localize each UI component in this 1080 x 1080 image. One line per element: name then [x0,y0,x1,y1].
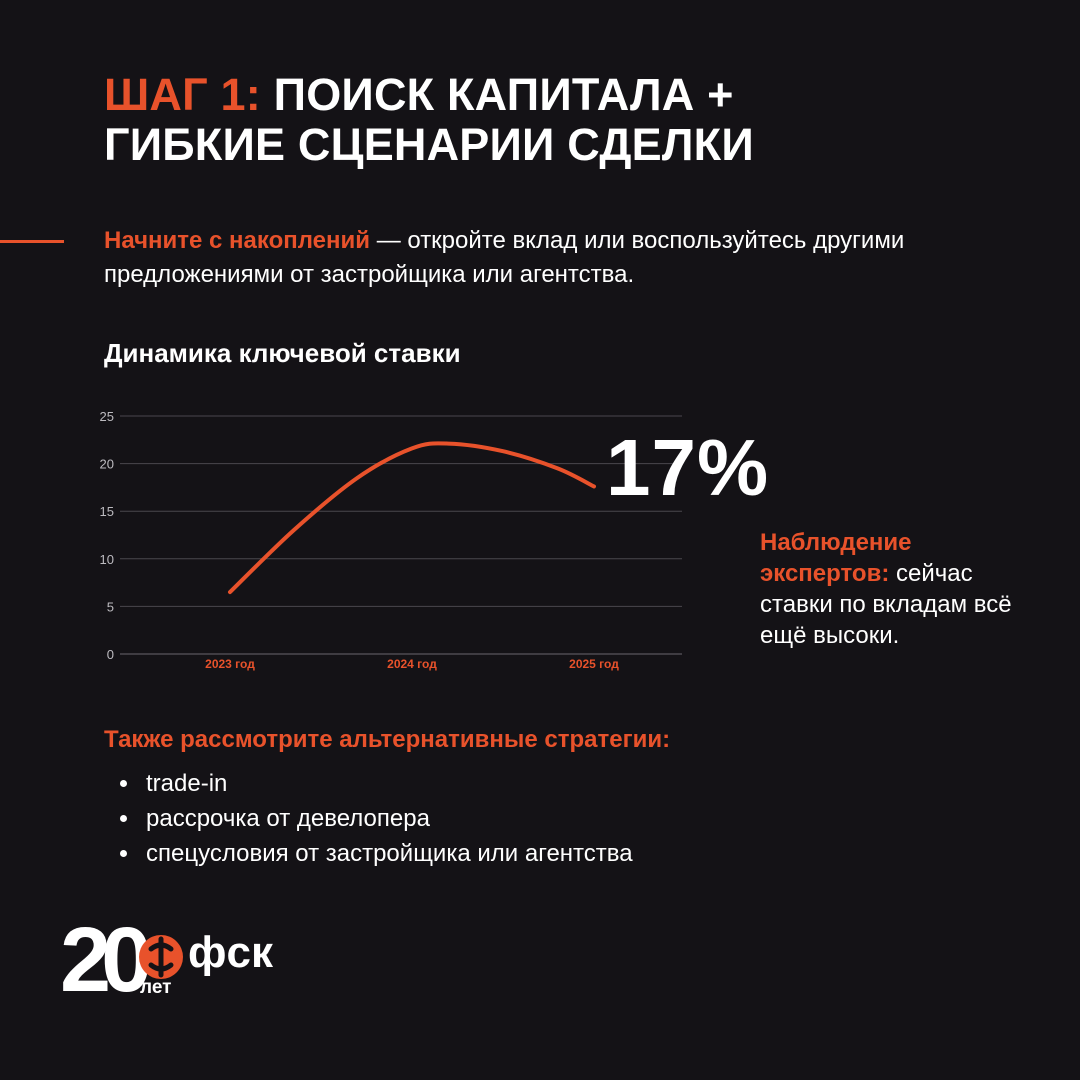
x-tick-label: 2025 год [569,657,619,671]
alternatives-list: trade-in рассрочка от девелопера спецусл… [118,766,633,871]
list-item: спецусловия от застройщика или агентства [118,836,633,871]
y-tick-label: 5 [107,599,114,614]
y-tick-label: 20 [100,457,114,472]
alternatives-title: Также рассмотрите альтернативные стратег… [104,726,671,753]
x-tick-label: 2024 год [387,657,437,671]
note-text: сейчас ставки по вкладам всё ещё высоки. [760,560,1012,649]
list-item: trade-in [118,766,633,801]
page-title: ШАГ 1: ПОИСК КАПИТАЛА + ГИБКИЕ СЦЕНАРИИ … [104,70,904,170]
expert-note: Наблюдение экспертов: сейчас ставки по в… [760,527,1030,651]
logo-years: лет [140,977,171,998]
accent-divider [0,240,64,243]
y-tick-label: 15 [100,504,114,519]
logo-svg: 20 лет фск [60,909,274,1011]
logo-brand: фск [188,928,274,977]
intro-paragraph: Начните с накоплений — откройте вклад ил… [104,224,1004,292]
y-tick-label: 25 [100,409,114,424]
key-rate-chart: 0 5 10 15 20 25 2023 год 2024 год 2025 год [80,400,700,690]
y-tick-label: 10 [100,552,114,567]
y-tick-label: 0 [107,647,114,662]
title-line-2: ГИБКИЕ СЦЕНАРИИ СДЕЛКИ [104,119,754,170]
list-item: рассрочка от девелопера [118,801,633,836]
x-tick-label: 2023 год [205,657,255,671]
intro-text: — откройте вклад или воспользуйтесь друг… [104,227,905,288]
note-highlight: Наблюдение экспертов: [760,529,912,587]
step-label: ШАГ 1: [104,69,261,120]
chart-title: Динамика ключевой ставки [104,338,461,368]
chart-svg: 0 5 10 15 20 25 2023 год 2024 год 2025 год [100,409,682,671]
fsk-20-years-logo: 20 лет фск [60,905,300,1011]
highlight-value: 17% [606,423,770,512]
title-line-1: ПОИСК КАПИТАЛА + [273,69,734,120]
series-line [228,441,596,595]
intro-highlight: Начните с накоплений [104,227,371,254]
logo-number: 20 [60,909,149,1005]
